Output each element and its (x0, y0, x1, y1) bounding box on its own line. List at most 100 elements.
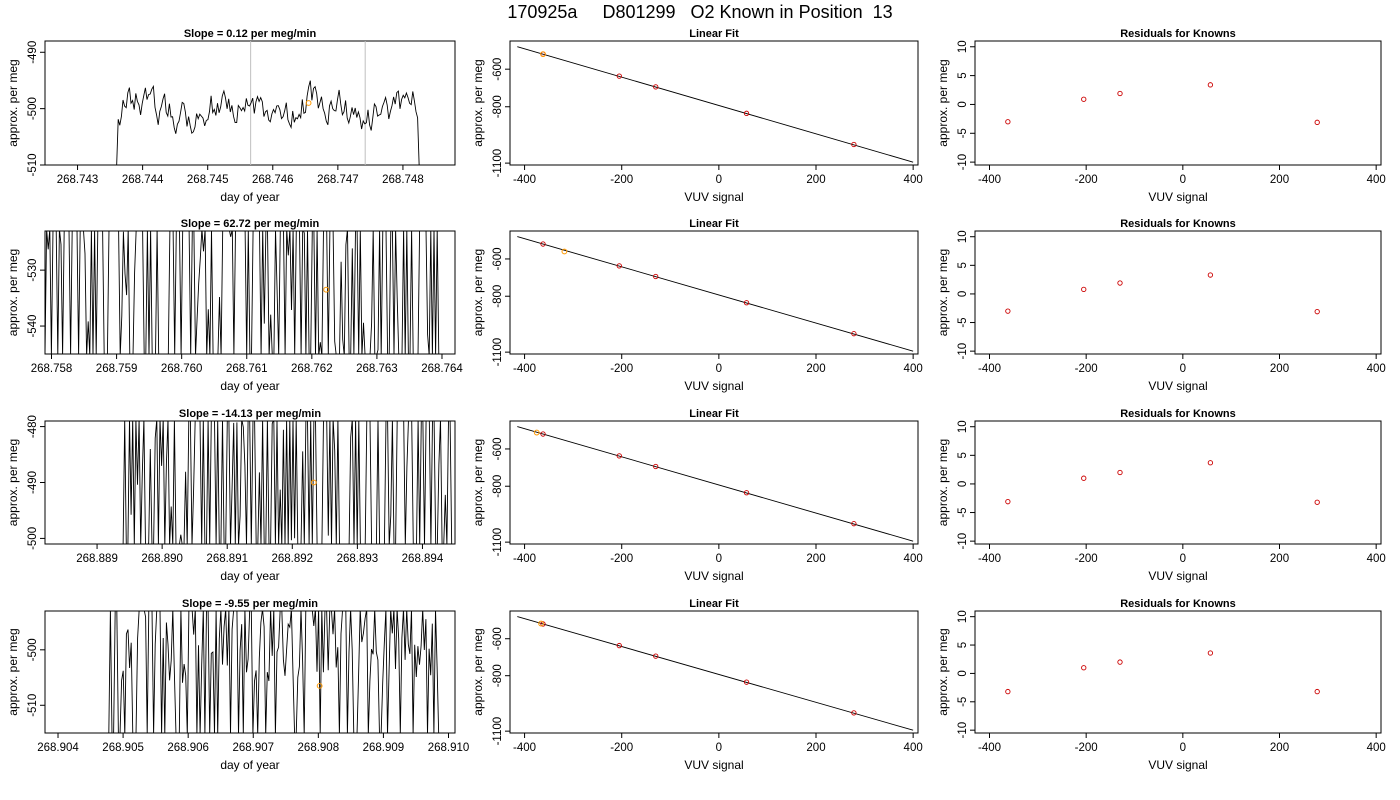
plot-frame (44, 610, 456, 734)
x-tick-label: 268.763 (356, 363, 398, 375)
y-tick-label: -5 (957, 317, 969, 327)
plot-frame (509, 40, 919, 166)
highlight-point (310, 479, 317, 486)
fit-line (517, 426, 914, 542)
panel-title: Linear Fit (689, 598, 739, 610)
known-point (1117, 469, 1123, 476)
known-point (540, 241, 546, 247)
y-tick-label: 0 (957, 291, 969, 297)
highlight-point (323, 286, 330, 293)
x-tick-label: -400 (978, 363, 1001, 375)
known-point (616, 263, 622, 269)
y-axis-label: approx. per meg (6, 439, 20, 526)
plot-frame (509, 420, 919, 545)
known-point (616, 453, 622, 459)
panel-title: Slope = -9.55 per meg/min (182, 598, 318, 610)
y-tick-label: -800 (492, 285, 504, 308)
y-axis-label: approx. per meg (6, 628, 20, 715)
x-tick-label: -200 (610, 174, 633, 186)
y-tick-label: -1100 (492, 717, 504, 746)
highlight-point (305, 100, 312, 106)
x-tick-label: 200 (1270, 174, 1289, 186)
x-tick-label: 0 (1180, 174, 1186, 186)
panel-3-1: Slope = -14.13 per meg/min 268.889 268.890… (6, 408, 456, 583)
y-tick-label: -800 (492, 664, 504, 687)
y-tick-label: 10 (957, 40, 969, 53)
known-point (1005, 308, 1011, 314)
known-point (653, 273, 659, 280)
panel-3-2: Linear Fit -400 -200 0 200 400 -600 -800 -1100 VU… (471, 408, 923, 583)
x-tick-label: 200 (1270, 553, 1289, 565)
x-axis-label: VUV signal (1148, 190, 1207, 204)
known-point (1314, 309, 1320, 315)
panel-4-1: Slope = -9.55 per meg/min 268.904 268.905 2… (6, 598, 469, 772)
y-tick-label: 10 (957, 420, 969, 433)
x-tick-label: 0 (1180, 363, 1186, 375)
x-tick-label: 268.760 (161, 363, 203, 375)
panel-1-3: Residuals for Knowns -400 -200 0 200 400 10 5 0 -… (936, 28, 1386, 204)
y-tick-label: -10 (957, 533, 969, 550)
y-axis-label: approx. per meg (936, 249, 950, 336)
y-tick-label: -530 (27, 259, 39, 282)
y-tick-label: -510 (27, 153, 39, 176)
y-tick-label: -1100 (492, 528, 504, 557)
x-tick-label: -200 (610, 363, 633, 375)
plot-frame (974, 610, 1382, 734)
x-tick-label: 400 (1367, 742, 1386, 754)
y-tick-label: 0 (957, 101, 969, 107)
x-tick-label: 200 (806, 174, 825, 186)
known-point (616, 642, 622, 649)
panel-title: Residuals for Knowns (1120, 408, 1236, 420)
x-tick-label: -400 (513, 363, 536, 375)
x-tick-label: 268.758 (31, 363, 73, 375)
y-tick-label: 5 (957, 72, 969, 78)
x-tick-label: -200 (610, 742, 633, 754)
y-tick-label: -1100 (492, 338, 504, 367)
x-tick-label: 200 (806, 363, 825, 375)
x-tick-label: -200 (1075, 363, 1098, 375)
known-point (540, 431, 546, 437)
known-point (616, 73, 622, 79)
panel-title: Linear Fit (689, 28, 739, 40)
known-point (851, 521, 857, 527)
x-tick-label: -200 (610, 553, 633, 565)
panel-title: Slope = -14.13 per meg/min (179, 408, 321, 420)
x-tick-label: 268.905 (102, 742, 144, 754)
x-tick-label: 268.761 (226, 363, 268, 375)
x-tick-label: -400 (978, 174, 1001, 186)
y-tick-label: 0 (957, 481, 969, 487)
panel-1-1: Slope = 0.12 per meg/min 268.743 268.744 26… (6, 28, 456, 204)
x-tick-label: -400 (513, 742, 536, 754)
y-axis-label: approx. per meg (471, 439, 485, 526)
x-axis-label: VUV signal (684, 569, 743, 583)
x-tick-label: 400 (1367, 174, 1386, 186)
panel-1-2: Linear Fit -400 -200 0 200 400 -600 -800 -1100 VU… (471, 28, 923, 204)
panel-title: Linear Fit (689, 218, 739, 230)
known-point (1207, 82, 1214, 88)
x-tick-label: 268.908 (298, 742, 340, 754)
panel-title: Slope = 62.72 per meg/min (181, 218, 320, 230)
x-tick-label: 268.746 (252, 174, 294, 186)
plot-frame (974, 40, 1382, 166)
x-tick-label: 268.762 (291, 363, 333, 375)
known-point (1314, 499, 1320, 505)
y-tick-label: 5 (957, 452, 969, 458)
x-tick-label: 268.891 (206, 553, 248, 565)
highlight-point (561, 248, 568, 255)
known-point (1081, 475, 1087, 481)
known-point (653, 463, 659, 470)
y-tick-label: -10 (957, 722, 969, 739)
x-tick-label: 268.748 (382, 174, 424, 186)
x-axis-label: day of year (220, 569, 279, 583)
fit-line (517, 236, 914, 352)
known-point (851, 331, 857, 337)
x-axis-label: VUV signal (684, 758, 743, 772)
known-point (1005, 119, 1011, 125)
y-axis-label: approx. per meg (936, 439, 950, 526)
x-tick-label: 200 (1270, 363, 1289, 375)
x-axis-label: VUV signal (684, 379, 743, 393)
x-tick-label: -200 (1075, 553, 1098, 565)
highlight-point (538, 620, 544, 627)
y-tick-label: 5 (957, 262, 969, 268)
y-tick-label: -600 (492, 437, 504, 460)
